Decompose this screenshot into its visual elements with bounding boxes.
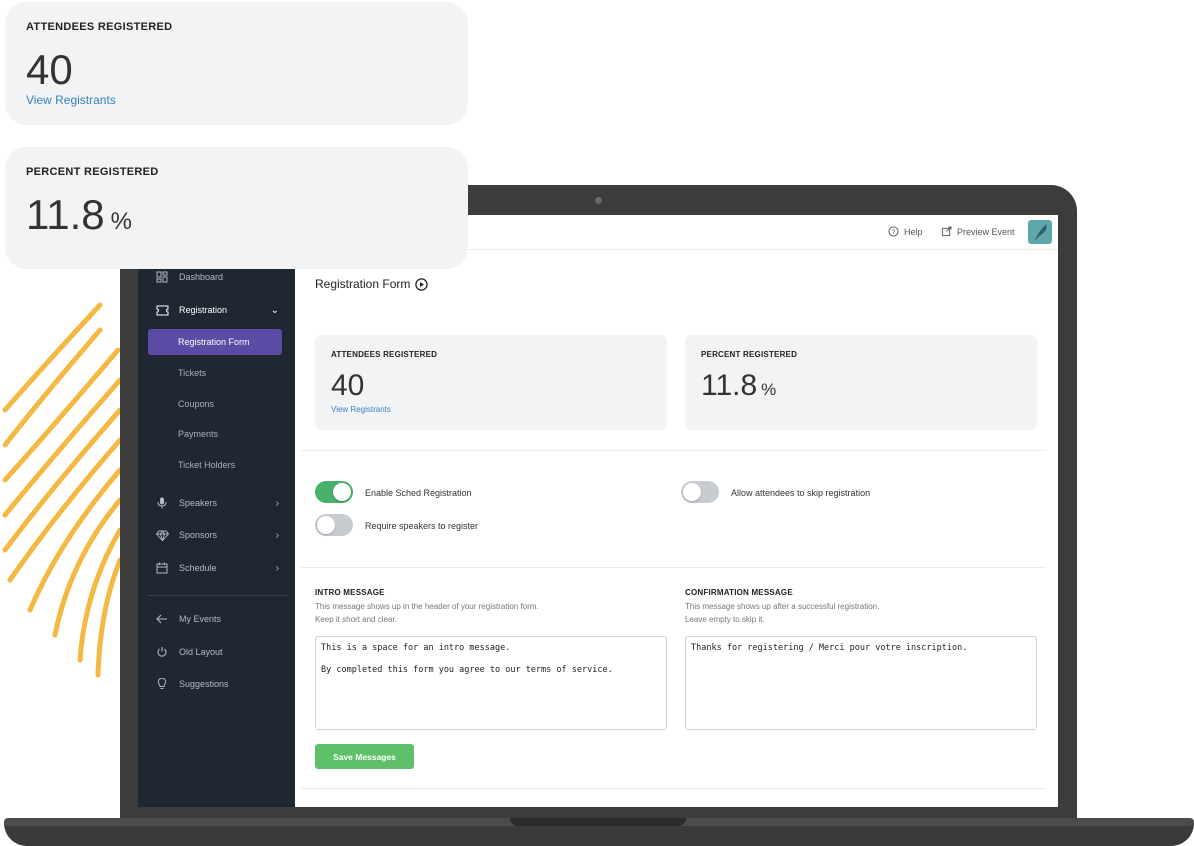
floating-percent-label: PERCENT REGISTERED [26, 166, 159, 178]
percent-value: 11.8 [701, 369, 758, 402]
floating-attendees-label: ATTENDEES REGISTERED [26, 21, 173, 33]
allow-skip-registration-toggle[interactable] [681, 481, 719, 503]
floating-percent-value-row: 11.8% [26, 191, 132, 239]
divider [301, 567, 1046, 568]
floating-attendees-card: ATTENDEES REGISTERED 40 View Registrants [5, 2, 468, 125]
sidebar-item-label: Sponsors [179, 530, 218, 540]
sidebar-item-label: Dashboard [179, 272, 224, 282]
sidebar-item-label: Suggestions [179, 679, 229, 689]
sidebar-subitem-payments[interactable]: Payments [148, 421, 282, 447]
main-content: Registration Form ATTENDEES REGISTERED 4… [295, 250, 1058, 807]
diamond-icon [155, 528, 169, 542]
divider [301, 450, 1046, 451]
chevron-right-icon: › [275, 497, 279, 509]
sidebar-divider [148, 595, 288, 596]
decorative-arcs [2, 302, 123, 678]
app-screen: ? Help Preview Event Dashboard Registrat… [138, 215, 1058, 807]
percent-unit: % [761, 380, 777, 399]
page-title-text: Registration Form [315, 277, 411, 291]
help-label: Help [904, 226, 923, 237]
laptop-notch [510, 818, 686, 826]
intro-desc-line: Keep it short and clear. [315, 615, 397, 624]
require-speakers-label: Require speakers to register [365, 521, 479, 531]
floating-percent-card: PERCENT REGISTERED 11.8% [5, 147, 468, 269]
confirmation-message-title: CONFIRMATION MESSAGE [685, 588, 793, 597]
lightbulb-icon [155, 677, 169, 691]
preview-event-label: Preview Event [957, 226, 1015, 237]
sidebar-item-label: Old Layout [179, 647, 223, 657]
sidebar-item-label: Registration [179, 305, 228, 315]
sidebar-subitem-label: Tickets [178, 368, 207, 378]
play-circle-icon[interactable] [415, 277, 429, 291]
sidebar-item-registration[interactable]: Registration ⌄ [138, 297, 295, 323]
chevron-down-icon: ⌄ [270, 304, 279, 316]
sidebar-subitem-tickets[interactable]: Tickets [148, 360, 282, 386]
dashboard-icon [155, 270, 169, 284]
confirmation-desc-line: Leave empty to skip it. [685, 615, 765, 624]
intro-message-description: This message shows up in the header of y… [315, 600, 635, 626]
sidebar-subitem-registration-form[interactable]: Registration Form [148, 329, 282, 355]
calendar-icon [155, 561, 169, 575]
sidebar-subitem-label: Coupons [178, 399, 215, 409]
avatar-image [1034, 224, 1047, 242]
help-icon: ? [888, 226, 899, 237]
sidebar-item-suggestions[interactable]: Suggestions [138, 671, 295, 697]
percent-value-row: 11.8% [701, 369, 776, 403]
sidebar-item-sponsors[interactable]: Sponsors › [138, 522, 295, 548]
sidebar: Dashboard Registration ⌄ Registration Fo… [138, 250, 295, 807]
page-title: Registration Form [315, 277, 429, 291]
toggle-knob [317, 516, 335, 534]
intro-desc-line: This message shows up in the header of y… [315, 602, 539, 611]
view-registrants-link[interactable]: View Registrants [331, 405, 391, 414]
sidebar-item-old-layout[interactable]: Old Layout [138, 639, 295, 665]
floating-percent-unit: % [110, 208, 132, 235]
microphone-icon [155, 496, 169, 510]
chevron-right-icon: › [275, 562, 279, 574]
sidebar-item-dashboard[interactable]: Dashboard [138, 264, 295, 290]
attendees-value: 40 [331, 369, 365, 402]
sidebar-subitem-label: Registration Form [178, 337, 250, 347]
intro-message-title: INTRO MESSAGE [315, 588, 385, 597]
save-messages-button[interactable]: Save Messages [315, 744, 414, 769]
floating-attendees-value: 40 [26, 46, 73, 93]
power-icon [155, 645, 169, 659]
sidebar-item-schedule[interactable]: Schedule › [138, 555, 295, 581]
sidebar-item-label: Speakers [179, 498, 218, 508]
help-button[interactable]: ? Help [888, 226, 923, 237]
preview-event-button[interactable]: Preview Event [941, 226, 1015, 237]
sidebar-item-my-events[interactable]: My Events [138, 606, 295, 632]
sidebar-item-speakers[interactable]: Speakers › [138, 490, 295, 516]
attendees-registered-card: ATTENDEES REGISTERED 40 View Registrants [315, 335, 667, 430]
attendees-label: ATTENDEES REGISTERED [331, 350, 438, 359]
laptop-camera [595, 197, 602, 204]
confirmation-message-textarea[interactable]: Thanks for registering / Merci pour votr… [685, 636, 1037, 730]
chevron-right-icon: › [275, 529, 279, 541]
floating-view-registrants-link[interactable]: View Registrants [26, 93, 116, 107]
confirmation-desc-line: This message shows up after a successful… [685, 602, 880, 611]
sidebar-item-label: My Events [179, 614, 222, 624]
toggle-knob [333, 483, 351, 501]
enable-sched-registration-label: Enable Sched Registration [365, 488, 472, 498]
floating-percent-value: 11.8 [26, 191, 105, 238]
toggle-knob [683, 483, 701, 501]
enable-sched-registration-toggle[interactable] [315, 481, 353, 503]
sidebar-subitem-coupons[interactable]: Coupons [148, 391, 282, 417]
require-speakers-toggle[interactable] [315, 514, 353, 536]
sidebar-item-label: Schedule [179, 563, 217, 573]
percent-label: PERCENT REGISTERED [701, 350, 798, 359]
svg-text:?: ? [892, 229, 896, 236]
ticket-icon [155, 303, 169, 317]
sidebar-subitem-label: Ticket Holders [178, 460, 236, 470]
sidebar-subitem-ticket-holders[interactable]: Ticket Holders [148, 452, 282, 478]
allow-skip-registration-label: Allow attendees to skip registration [731, 488, 871, 498]
sidebar-subitem-label: Payments [178, 429, 219, 439]
percent-registered-card: PERCENT REGISTERED 11.8% [685, 335, 1037, 430]
divider [301, 788, 1046, 789]
external-link-icon [941, 226, 952, 237]
confirmation-message-description: This message shows up after a successful… [685, 600, 1005, 626]
arrow-left-icon [155, 612, 169, 626]
intro-message-textarea[interactable]: This is a space for an intro message. By… [315, 636, 667, 730]
avatar[interactable] [1028, 220, 1052, 244]
